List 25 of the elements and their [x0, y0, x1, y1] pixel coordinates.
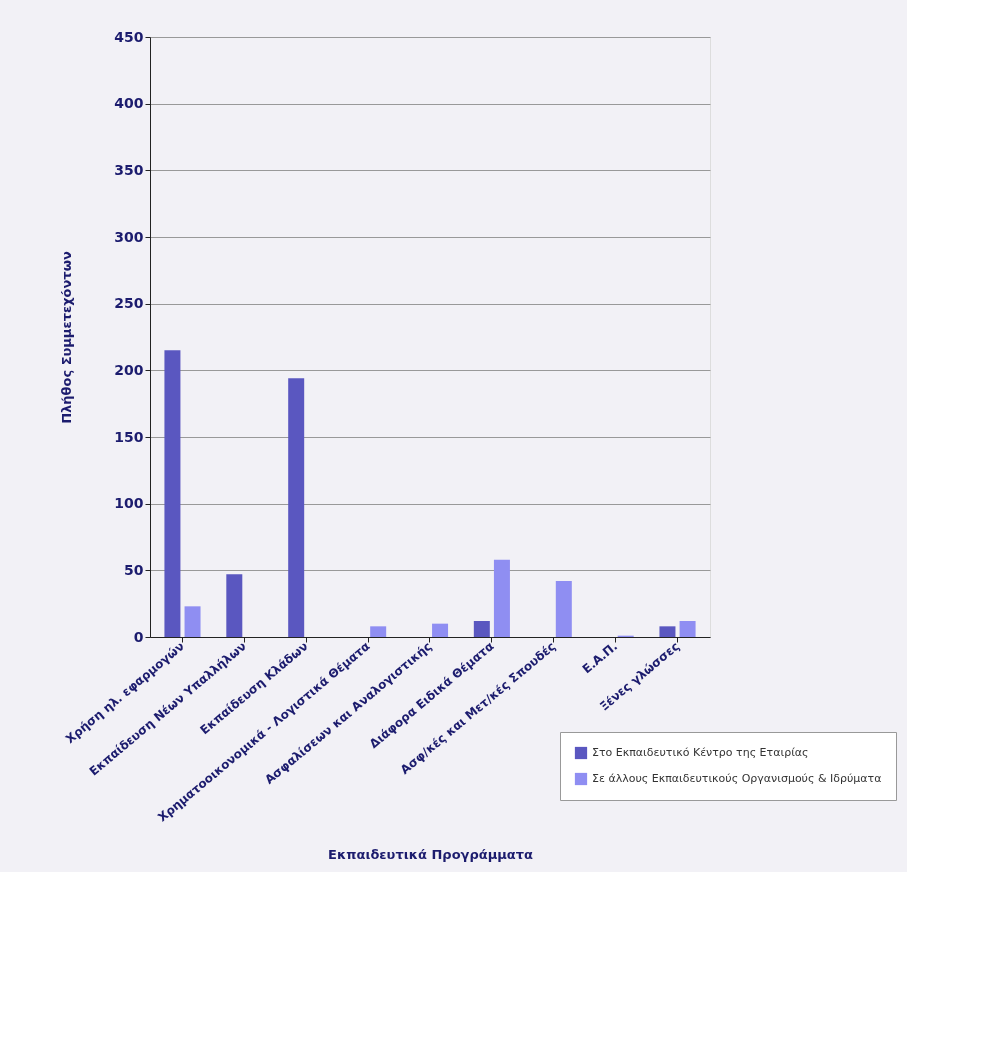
bar [659, 626, 676, 637]
y-tick-label: 300 [114, 228, 144, 245]
y-tick-label: 200 [114, 361, 144, 378]
y-tick-label: 350 [114, 161, 144, 178]
bar [184, 606, 201, 637]
bar [432, 623, 449, 637]
bar [679, 621, 696, 637]
bar [288, 378, 305, 637]
bar [164, 350, 181, 637]
y-tick-label: 150 [114, 428, 144, 445]
y-tick-label: 100 [114, 495, 144, 512]
y-tick-label: 400 [114, 95, 144, 112]
y-tick-label: 450 [114, 28, 144, 45]
bar [555, 581, 572, 637]
y-tick-label: 250 [114, 295, 144, 312]
y-axis-title: Πλήθος Συμμετεχόντων [59, 251, 75, 424]
bar [226, 574, 243, 637]
legend-label: Στο Εκπαιδευτικό Κέντρο της Εταιρίας [592, 746, 809, 759]
bar [493, 559, 510, 637]
y-tick-label: 50 [124, 561, 144, 578]
bar [473, 621, 490, 637]
bar [370, 626, 387, 637]
x-axis-title: Εκπαιδευτικά Προγράμματα [328, 846, 534, 862]
y-tick-label: 0 [133, 628, 144, 645]
legend-label: Σε άλλους Εκπαιδευτικούς Οργανισμούς & Ιδρύματα [592, 772, 882, 785]
